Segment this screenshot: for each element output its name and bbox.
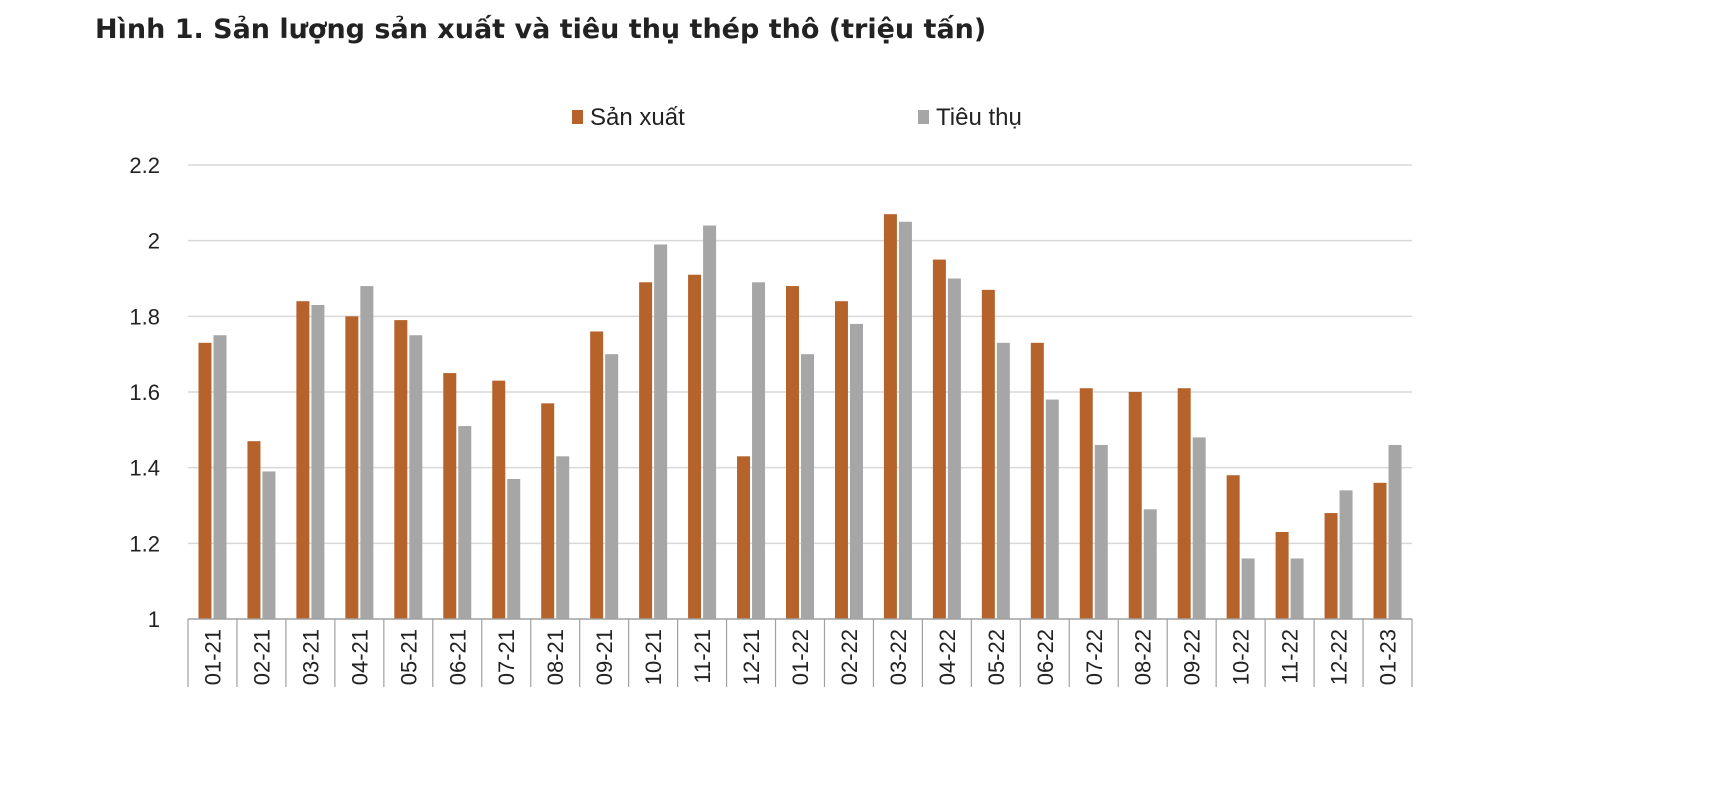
legend-label: Sản xuất [590, 104, 685, 131]
x-tick-label: 06-21 [445, 629, 470, 685]
bar-tieu-thu [409, 335, 423, 619]
x-tick-label: 11-22 [1278, 629, 1303, 684]
x-tick-label: 06-22 [1033, 629, 1058, 685]
bar-san-xuat [1079, 388, 1093, 619]
x-tick-label: 01-23 [1376, 629, 1401, 685]
bar-tieu-thu [1339, 490, 1353, 619]
bar-san-xuat [541, 403, 555, 619]
bar-san-xuat [883, 214, 897, 619]
bar-san-xuat [443, 373, 457, 619]
bar-tieu-thu [458, 426, 472, 619]
x-tick-label: 12-22 [1327, 629, 1352, 685]
bar-san-xuat [394, 320, 408, 619]
bar-san-xuat [1030, 342, 1044, 619]
bar-tieu-thu [360, 286, 374, 619]
x-tick-label: 01-22 [788, 629, 813, 685]
bar-tieu-thu [947, 278, 961, 619]
chart-title: Hình 1. Sản lượng sản xuất và tiêu thụ t… [95, 14, 987, 45]
bar-san-xuat [247, 441, 261, 619]
y-tick-label: 1 [148, 607, 160, 632]
bar-tieu-thu [801, 354, 814, 619]
bar-tieu-thu [507, 479, 521, 619]
bar-san-xuat [1128, 392, 1142, 619]
bar-san-xuat [1177, 388, 1191, 619]
bar-tieu-thu [703, 225, 717, 620]
x-tick-label: 11-21 [690, 629, 715, 684]
x-tick-label: 09-21 [592, 629, 617, 685]
x-tick-label: 05-21 [396, 629, 421, 685]
x-tick-label: 07-22 [1082, 629, 1107, 685]
bar-tieu-thu [262, 471, 276, 619]
bar-tieu-thu [1143, 509, 1157, 619]
bar-tieu-thu [1192, 437, 1206, 619]
legend: Sản xuất Tiêu thụ [572, 104, 1022, 131]
x-tick-label: 03-22 [886, 629, 911, 685]
bar-san-xuat [1226, 475, 1240, 619]
bar-san-xuat [786, 286, 799, 619]
y-tick-label: 1.8 [129, 304, 160, 329]
y-tick-label: 2 [148, 229, 160, 254]
legend-swatch [572, 110, 583, 124]
bar-tieu-thu [1388, 444, 1402, 619]
bar-san-xuat [345, 316, 359, 619]
x-tick-label: 03-21 [298, 629, 323, 685]
x-tick-label: 02-21 [249, 629, 274, 685]
gridlines [188, 164, 1412, 545]
bar-san-xuat [981, 289, 995, 619]
x-tick-label: 09-22 [1180, 629, 1205, 685]
x-tick-label: 10-21 [641, 629, 666, 685]
x-tick-label: 04-22 [935, 629, 960, 685]
y-tick-label: 2.2 [129, 153, 160, 178]
bar-tieu-thu [1045, 399, 1059, 619]
bar-san-xuat [737, 456, 751, 619]
x-tick-label: 12-21 [739, 629, 764, 685]
x-tick-label: 08-21 [543, 629, 568, 685]
x-tick-label: 01-21 [200, 629, 225, 685]
bar-san-xuat [1373, 482, 1387, 619]
bar-tieu-thu [1241, 558, 1255, 619]
bar-tieu-thu [654, 244, 668, 619]
x-tick-label: 02-22 [837, 629, 862, 685]
bar-san-xuat [198, 342, 212, 619]
bars [198, 214, 1402, 620]
bar-san-xuat [492, 380, 506, 619]
y-tick-label: 1.6 [129, 380, 160, 405]
bar-san-xuat [590, 331, 604, 619]
bar-tieu-thu [752, 282, 766, 619]
bar-san-xuat [639, 282, 653, 619]
bar-tieu-thu [996, 342, 1010, 619]
bar-san-xuat [834, 301, 848, 619]
bar-tieu-thu [849, 323, 863, 619]
bar-san-xuat [296, 301, 310, 619]
x-tick-label: 08-22 [1131, 629, 1156, 685]
y-tick-label: 1.2 [129, 531, 160, 556]
y-tick-label: 1.4 [129, 456, 160, 481]
legend-label: Tiêu thụ [936, 104, 1022, 131]
x-tick-label: 05-22 [984, 629, 1009, 685]
y-axis-ticks: 1 1.2 1.4 1.6 1.8 2 2.2 [129, 153, 160, 632]
legend-swatch [918, 110, 929, 124]
x-axis: 01-21 02-21 03-21 04-21 05-21 06-21 07-21 08-21… [187, 618, 1413, 687]
bar-san-xuat [1324, 513, 1338, 619]
bar-tieu-thu [213, 335, 227, 619]
bar-tieu-thu [898, 221, 912, 619]
x-tick-label: 04-21 [347, 629, 372, 685]
bar-tieu-thu [605, 354, 619, 619]
bar-tieu-thu [1290, 558, 1304, 619]
bar-tieu-thu [311, 304, 325, 619]
bar-san-xuat [932, 259, 946, 619]
bar-san-xuat [1275, 531, 1289, 619]
x-tick-label: 07-21 [494, 629, 519, 685]
bar-tieu-thu [556, 456, 570, 619]
bar-san-xuat [688, 274, 702, 619]
bar-tieu-thu [1094, 444, 1108, 619]
x-tick-label: 10-22 [1229, 629, 1254, 685]
